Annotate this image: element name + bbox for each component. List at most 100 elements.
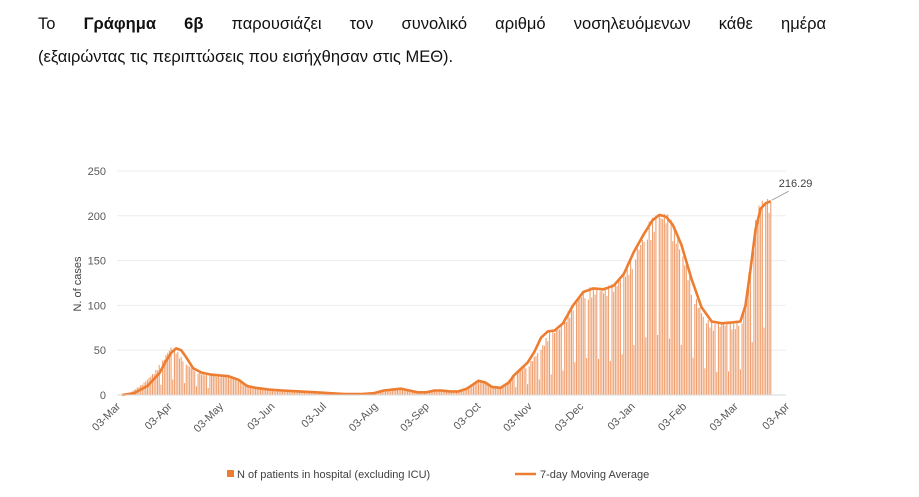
bar [413, 391, 415, 395]
bar [450, 392, 453, 395]
bar [212, 376, 214, 395]
bar [248, 385, 250, 395]
bar [592, 287, 594, 395]
bar [626, 264, 628, 395]
legend-bar-swatch [227, 470, 234, 477]
y-tick-labels: 0 50 100 150 200 250 [88, 166, 106, 402]
bar [444, 391, 446, 395]
bar [273, 390, 275, 395]
x-tick-label: 03-Sep [398, 401, 432, 435]
bar [199, 371, 201, 395]
bar [657, 334, 659, 395]
bar [260, 388, 262, 395]
bar [631, 269, 633, 395]
bar [263, 389, 265, 395]
bar [660, 218, 662, 395]
bar [256, 388, 258, 395]
bar [268, 389, 270, 395]
bar [219, 377, 221, 395]
bar [307, 391, 309, 395]
bar [572, 310, 574, 395]
bar [525, 368, 527, 395]
bar [447, 391, 449, 395]
bar [476, 381, 478, 395]
bar [706, 323, 708, 395]
bar [746, 292, 748, 395]
bar [624, 276, 627, 395]
bar [187, 365, 189, 395]
bar [177, 351, 179, 395]
bar [648, 221, 650, 395]
legend-line-label: 7-day Moving Average [540, 469, 649, 481]
bar [295, 390, 297, 395]
bar [432, 391, 434, 395]
bar [381, 391, 383, 395]
bar [611, 283, 613, 395]
bar [440, 391, 442, 395]
bar [689, 276, 691, 395]
bar [151, 374, 154, 395]
bar [518, 370, 520, 395]
bar [528, 366, 530, 395]
bar [241, 382, 243, 395]
bar [699, 307, 701, 395]
bar [668, 338, 670, 395]
bar [640, 244, 642, 395]
bar [653, 231, 655, 395]
chart-reference: Γράφημα 6β [83, 15, 204, 33]
bar [646, 239, 649, 395]
x-tick-label: 03-Apr [760, 400, 792, 432]
bar [221, 375, 223, 395]
bar [559, 329, 561, 395]
bar [167, 352, 169, 395]
bar [587, 299, 589, 395]
bar [729, 322, 731, 395]
bar [535, 355, 537, 395]
bar [184, 383, 186, 395]
y-tick-label: 200 [88, 211, 106, 223]
bar [283, 390, 285, 395]
bar [479, 380, 481, 395]
bar [472, 384, 475, 395]
bar [484, 383, 486, 395]
bar [303, 391, 306, 395]
bar [494, 387, 496, 395]
bar [442, 390, 444, 395]
bar [692, 357, 694, 395]
bar [714, 323, 716, 395]
bar [508, 379, 510, 395]
bar [398, 389, 400, 395]
bar [577, 298, 579, 395]
bar [682, 256, 684, 395]
bar [457, 391, 459, 395]
bar [684, 265, 686, 395]
bar [513, 374, 515, 395]
intro-paragraph: Το Γράφημα 6β παρουσιάζει τον συνολικό α… [38, 8, 826, 74]
bar [405, 389, 407, 395]
bar [614, 281, 616, 395]
bar [763, 327, 765, 395]
bar [449, 391, 451, 395]
bar [471, 385, 473, 395]
bar [297, 390, 299, 395]
bar [162, 360, 164, 395]
bar [569, 317, 571, 395]
bar [379, 391, 382, 395]
bar [548, 331, 551, 395]
bar [461, 390, 463, 395]
bar [170, 347, 172, 395]
bar [589, 287, 591, 395]
bar [532, 361, 534, 395]
bar [396, 389, 398, 395]
bar [200, 374, 203, 395]
bar [234, 378, 236, 395]
bar [386, 389, 388, 395]
bar [711, 321, 713, 395]
bar [477, 381, 480, 395]
bar [540, 349, 542, 395]
x-tick-label: 03-Jan [605, 401, 637, 433]
bar [385, 390, 387, 395]
bar [474, 383, 476, 395]
bar [290, 390, 292, 395]
